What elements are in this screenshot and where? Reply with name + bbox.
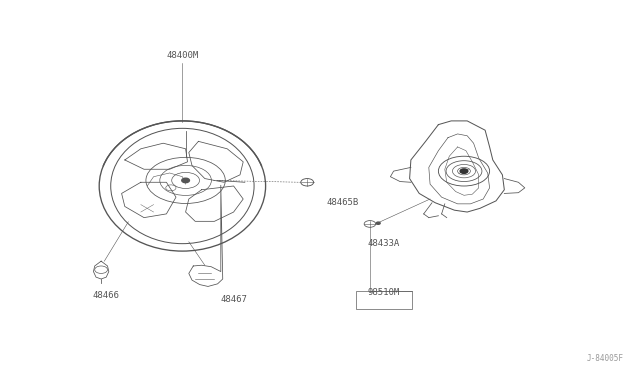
Circle shape bbox=[182, 178, 189, 183]
Text: 98510M: 98510M bbox=[368, 288, 400, 296]
Text: 48433A: 48433A bbox=[368, 239, 400, 248]
Text: 48467: 48467 bbox=[220, 295, 247, 304]
Text: 48466: 48466 bbox=[92, 291, 119, 300]
Circle shape bbox=[460, 169, 468, 173]
Text: J-84005F: J-84005F bbox=[587, 354, 624, 363]
Text: 48465B: 48465B bbox=[326, 198, 358, 207]
Circle shape bbox=[376, 222, 380, 224]
Text: 48400M: 48400M bbox=[166, 51, 198, 60]
